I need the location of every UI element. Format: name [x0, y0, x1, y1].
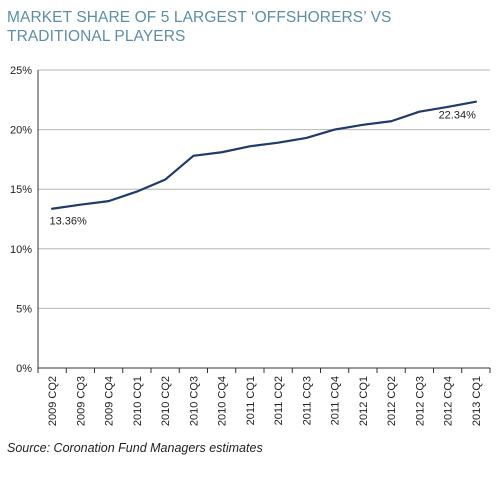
y-tick-label: 0%	[16, 363, 32, 375]
x-tick-label: 2012 CQ4	[443, 376, 455, 426]
y-tick-label: 25%	[10, 65, 32, 77]
x-tick-label: 2010 CQ1	[132, 376, 144, 426]
y-tick-label: 10%	[10, 244, 32, 256]
x-tick-label: 2010 CQ4	[217, 376, 229, 426]
data-label: 22.34%	[439, 110, 477, 122]
y-tick-label: 5%	[16, 303, 32, 315]
series-line-group	[51, 100, 477, 210]
x-axis: 2009 CQ2 2009 CQ3 2009 CQ4 2010 CQ1 2010 CQ2…	[37, 367, 491, 426]
x-tick-label: 2011 CQ4	[330, 376, 342, 425]
series-line	[51, 100, 477, 210]
x-tick-label: 2009 CQ4	[104, 376, 116, 426]
x-tick-label: 2013 CQ1	[471, 376, 483, 426]
y-axis: 0% 5% 10% 15% 20% 25%	[10, 65, 39, 375]
x-tick-label: 2012 CQ3	[414, 376, 426, 426]
x-tick-label: 2009 CQ2	[47, 376, 59, 426]
x-tick-label: 2010 CQ2	[160, 376, 172, 426]
x-tick-label: 2010 CQ3	[188, 376, 200, 426]
x-tick-label: 2009 CQ3	[75, 376, 87, 426]
x-tick-label: 2011 CQ3	[301, 376, 313, 425]
gridlines	[38, 69, 490, 309]
x-tick-label: 2011 CQ1	[245, 376, 257, 425]
y-tick-label: 15%	[10, 184, 32, 196]
x-tick-label: 2011 CQ2	[273, 376, 285, 425]
data-labels: 13.36% 22.34%	[49, 110, 476, 228]
x-tick-label: 2012 CQ2	[386, 376, 398, 426]
data-label: 13.36%	[49, 216, 87, 228]
x-tick-label: 2012 CQ1	[358, 376, 370, 426]
chart-title: MARKET SHARE OF 5 LARGEST ‘OFFSHORERS’ V…	[7, 9, 392, 45]
y-tick-label: 20%	[10, 125, 32, 137]
source-note: Source: Coronation Fund Managers estimat…	[7, 441, 263, 455]
